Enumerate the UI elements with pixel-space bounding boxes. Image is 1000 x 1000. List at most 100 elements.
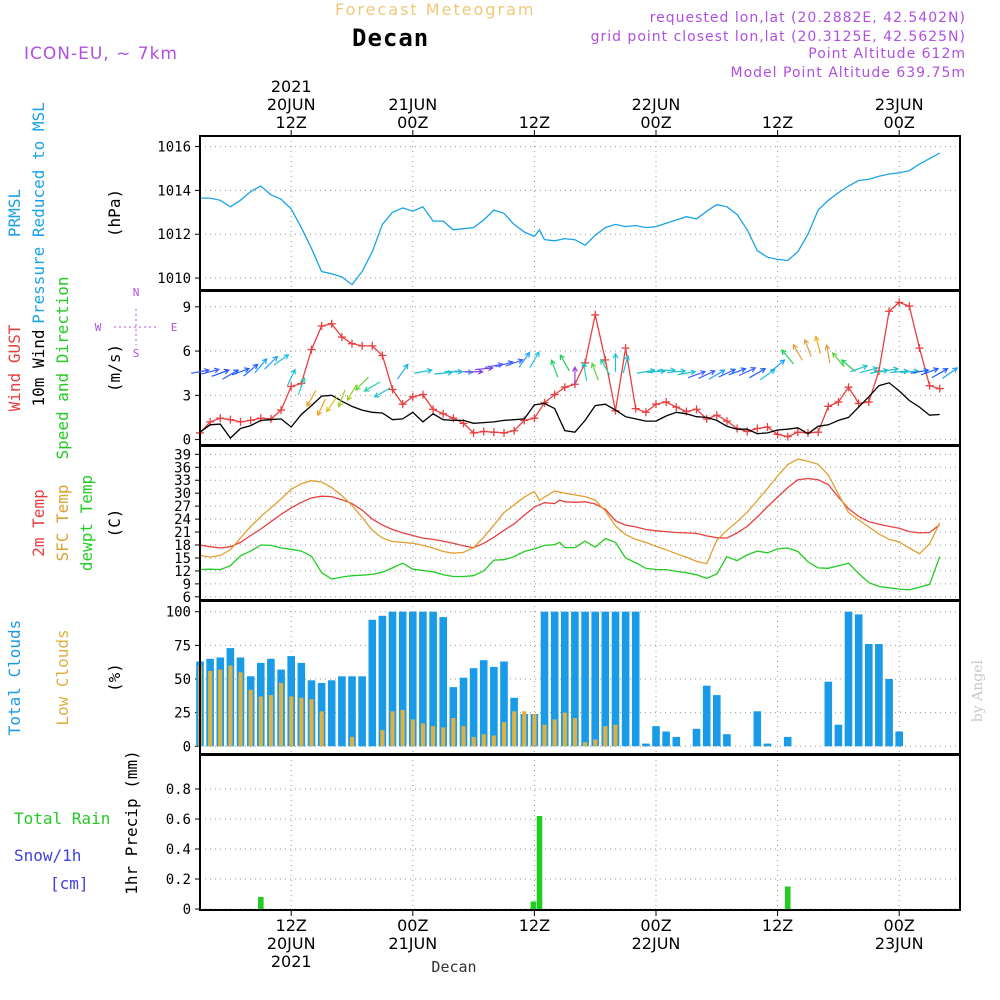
wind-arrow <box>273 354 290 366</box>
precip-rain-bar <box>258 897 264 909</box>
wind-arrow <box>687 370 707 379</box>
wind-gust-marker <box>783 432 792 441</box>
panel-label-temp: 2m Temp <box>29 489 48 556</box>
temp-dewpt-line <box>199 537 941 591</box>
wind-gust-marker <box>287 382 296 391</box>
precip-rain-bar <box>784 886 791 909</box>
clouds-total_clouds-bar <box>652 726 660 747</box>
clouds-total_clouds-bar <box>388 611 397 747</box>
clouds-total_clouds-bar <box>571 611 579 747</box>
wind-gust-marker <box>408 392 417 401</box>
wind-arrow <box>550 359 559 378</box>
wind-arrow <box>910 367 930 374</box>
clouds-low_clouds-bar <box>289 696 294 747</box>
watermark: by Angel <box>970 660 986 723</box>
wind-gust-marker <box>378 351 387 360</box>
wind-gust-marker <box>388 385 397 394</box>
clouds-total_clouds-bar <box>895 731 903 747</box>
wind-arrow <box>201 367 221 375</box>
ytick-label: 1010 <box>157 271 191 287</box>
wind-arrows <box>191 335 959 417</box>
panel-label-temp: SFC Temp <box>53 484 72 561</box>
ytick-label: 1012 <box>157 227 191 243</box>
clouds-low_clouds-bar <box>309 699 314 747</box>
wind-gust-marker <box>652 400 660 409</box>
clouds-total_clouds-bar <box>550 611 559 747</box>
wind-arrow <box>346 384 358 402</box>
wind-gust-marker <box>722 417 731 426</box>
pressure-series-line <box>200 152 941 286</box>
clouds-total_clouds-bar <box>611 611 620 747</box>
precip-label-cm: [cm] <box>50 874 89 893</box>
xtick-label-top: 00Z <box>640 113 671 132</box>
wind-gust-marker <box>591 310 600 319</box>
clouds-low_clouds-bar <box>481 734 486 747</box>
wind-gust-marker <box>641 408 650 417</box>
wind-arrow <box>612 352 619 372</box>
ytick-label: 21 <box>174 525 191 541</box>
clouds-low_clouds-bar <box>208 670 213 747</box>
ytick-label: 1016 <box>157 140 191 156</box>
panel-unit: (m/s) <box>105 344 124 392</box>
clouds-total_clouds-bar <box>834 724 843 747</box>
wind-gust-marker <box>712 411 721 420</box>
precip-rain-bar <box>530 901 537 909</box>
point-altitude: Point Altitude 612m <box>808 46 966 62</box>
panel-clouds: 0 25 50 75 100 <box>166 600 961 755</box>
panel-frame <box>199 754 961 911</box>
clouds-low_clouds-bar <box>390 711 395 747</box>
wind-gust-marker <box>277 406 286 415</box>
wind-gust-marker <box>358 341 367 350</box>
clouds-total_clouds-bar <box>702 685 711 747</box>
wind-gust-marker <box>226 415 235 424</box>
ytick-label: 0.4 <box>166 842 191 858</box>
clouds-low_clouds-bar <box>552 719 557 747</box>
clouds-total_clouds-bar <box>479 660 488 747</box>
wind-gust-marker <box>935 384 944 393</box>
clouds-total_clouds-bar <box>398 611 407 747</box>
clouds-low_clouds-bar <box>532 714 537 747</box>
wind-arrow <box>859 366 879 374</box>
wind-gust-marker <box>540 398 549 407</box>
wind-gust-marker <box>793 428 802 437</box>
clouds-total_clouds-bar <box>358 676 366 747</box>
xtick-label-bottom: 12Z <box>519 916 550 935</box>
ytick-label: 36 <box>174 460 191 476</box>
ytick-label: 0.6 <box>166 812 191 828</box>
clouds-low_clouds-bar <box>593 739 598 747</box>
wind-gust-marker <box>246 416 255 425</box>
wind-arrow <box>942 367 959 379</box>
wind-arrow <box>363 381 381 392</box>
xtick-label-bottom: 23JUN <box>875 934 924 953</box>
ytick-label: 50 <box>174 672 191 688</box>
ytick-label: 0.2 <box>166 872 191 888</box>
wind-gust-marker <box>560 383 569 392</box>
wind-gust-marker <box>439 409 448 418</box>
wind-arrow <box>505 358 524 367</box>
wind-arrow <box>231 367 251 376</box>
wind-arrow <box>337 389 346 408</box>
clouds-total_clouds-bar <box>581 611 589 747</box>
ytick-label: 39 <box>174 447 191 463</box>
clouds-total_clouds-bar <box>500 661 508 747</box>
wind-gust-marker <box>550 390 559 399</box>
clouds-total_clouds-bar <box>763 743 772 747</box>
clouds-low_clouds-bar <box>491 735 496 747</box>
ytick-label: 25 <box>174 706 191 722</box>
clouds-low_clouds-bar <box>461 726 466 747</box>
clouds-low_clouds-bar <box>502 722 507 747</box>
clouds-total_clouds-bar <box>419 611 427 747</box>
wind-arrow <box>622 354 630 374</box>
clouds-total_clouds-bar <box>561 611 569 747</box>
xtick-label-bottom: 00Z <box>640 916 671 935</box>
xtick-label-top: 22JUN <box>632 95 681 114</box>
compass-n: N <box>133 286 140 299</box>
clouds-low_clouds-bar <box>441 727 446 747</box>
clouds-low_clouds-bar <box>268 695 273 747</box>
clouds-low_clouds-bar <box>583 742 588 747</box>
wind-arrow <box>792 343 803 361</box>
clouds-total_clouds-bar <box>348 676 356 747</box>
wind-gust-marker <box>662 397 671 406</box>
wind-arrow <box>718 368 737 378</box>
